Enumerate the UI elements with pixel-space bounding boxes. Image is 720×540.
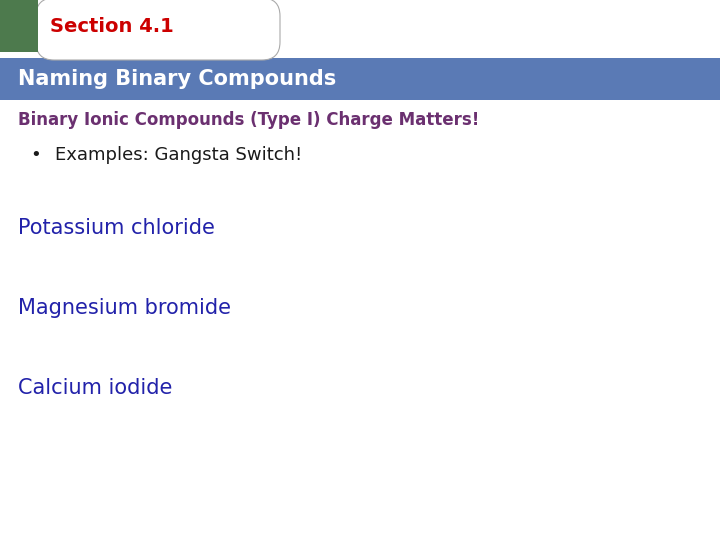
FancyBboxPatch shape xyxy=(36,0,280,60)
Text: Magnesium bromide: Magnesium bromide xyxy=(18,298,231,318)
Text: Examples: Gangsta Switch!: Examples: Gangsta Switch! xyxy=(55,146,302,164)
Text: Naming Binary Compounds: Naming Binary Compounds xyxy=(18,69,336,89)
Text: Binary Ionic Compounds (Type I) Charge Matters!: Binary Ionic Compounds (Type I) Charge M… xyxy=(18,111,480,129)
Text: Potassium chloride: Potassium chloride xyxy=(18,218,215,238)
Text: •: • xyxy=(30,146,41,164)
Bar xyxy=(0,58,720,100)
Text: Section 4.1: Section 4.1 xyxy=(50,17,174,37)
Text: Calcium iodide: Calcium iodide xyxy=(18,378,172,398)
Bar xyxy=(0,0,38,52)
